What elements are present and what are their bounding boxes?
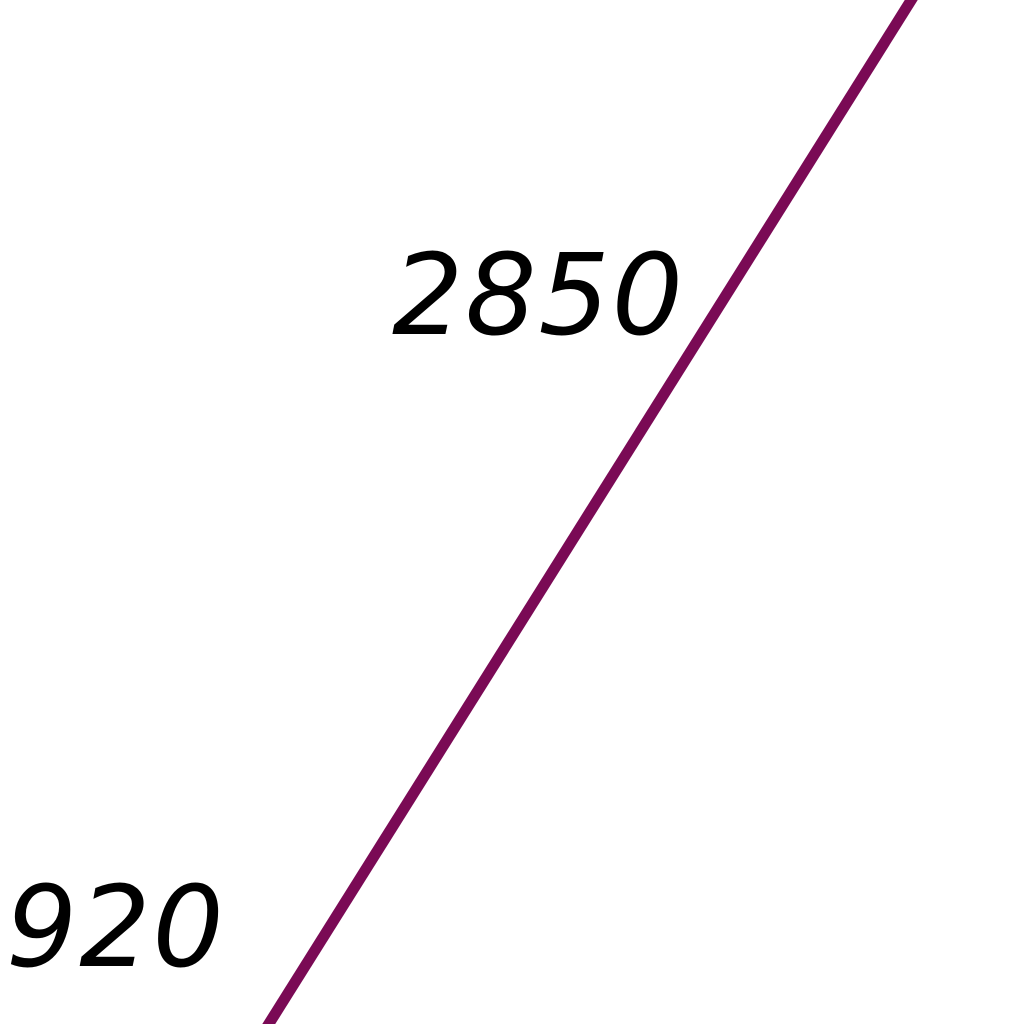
map-label-920: 920 [6, 863, 226, 993]
map-label-2850: 2850 [392, 231, 686, 361]
boundary-line [262, 0, 918, 1024]
